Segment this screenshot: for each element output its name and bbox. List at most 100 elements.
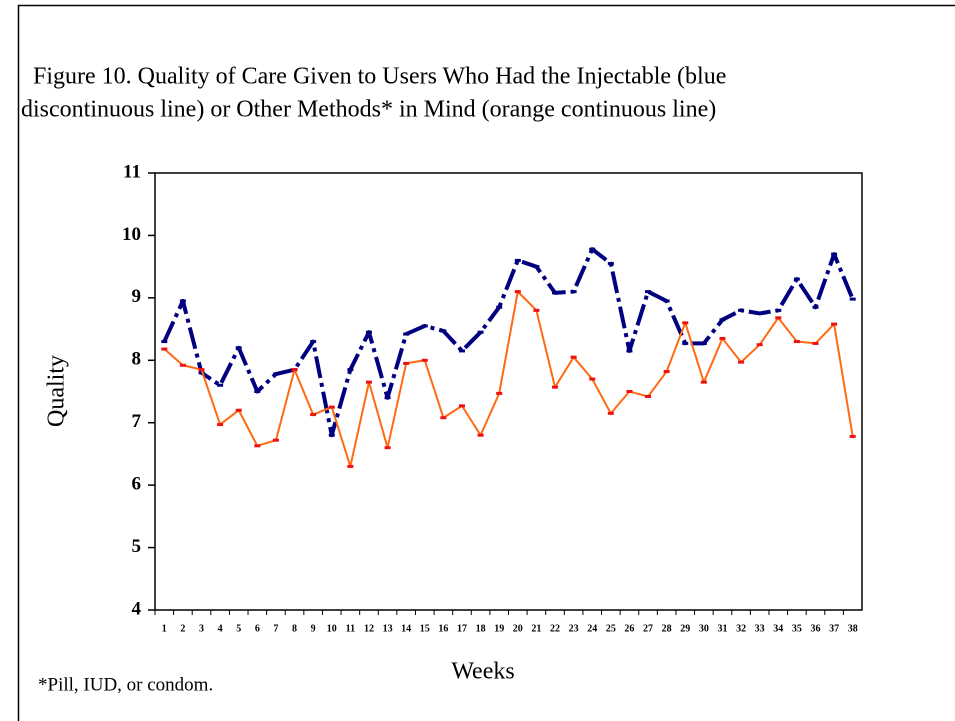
point-marker — [347, 464, 354, 468]
point-marker — [217, 423, 224, 427]
point-marker — [849, 297, 856, 301]
point-marker — [607, 262, 614, 266]
x-tick-label: 18 — [476, 623, 486, 634]
point-marker — [291, 368, 298, 372]
x-tick-label: 31 — [717, 623, 727, 634]
x-tick-label: 22 — [550, 623, 560, 634]
y-axis-label: Quality — [44, 355, 70, 427]
point-marker — [272, 438, 279, 442]
point-marker — [235, 346, 242, 350]
point-marker — [812, 341, 819, 345]
y-tick-label: 10 — [122, 224, 141, 245]
point-marker — [831, 252, 838, 256]
point-marker — [161, 347, 168, 351]
y-tick-label: 11 — [123, 161, 141, 182]
point-marker — [682, 321, 689, 325]
x-tick-label: 35 — [792, 623, 802, 634]
point-marker — [756, 343, 763, 347]
point-marker — [384, 446, 391, 450]
point-marker — [365, 330, 372, 334]
point-marker — [458, 404, 465, 408]
y-tick-label: 7 — [132, 411, 142, 432]
x-axis-label: Weeks — [451, 659, 514, 685]
point-marker — [384, 396, 391, 400]
point-marker — [217, 383, 224, 387]
point-marker — [719, 318, 726, 322]
x-tick-label: 36 — [810, 623, 820, 634]
x-tick-label: 38 — [848, 623, 858, 634]
x-tick-label: 15 — [420, 623, 430, 634]
x-tick-label: 27 — [643, 623, 653, 634]
point-marker — [403, 361, 410, 365]
point-marker — [775, 316, 782, 320]
x-tick-label: 29 — [680, 623, 690, 634]
frame — [17, 4, 955, 721]
point-marker — [198, 368, 205, 372]
point-marker — [831, 322, 838, 326]
x-tick-label: 21 — [531, 623, 541, 634]
point-marker — [682, 341, 689, 345]
x-tick-label: 17 — [457, 623, 467, 634]
point-marker — [533, 308, 540, 312]
point-marker — [607, 411, 614, 415]
x-tick-label: 34 — [773, 623, 783, 634]
point-marker — [421, 324, 428, 328]
point-marker — [700, 380, 707, 384]
point-marker — [793, 277, 800, 281]
point-marker — [421, 358, 428, 362]
x-tick-label: 25 — [606, 623, 616, 634]
point-marker — [179, 363, 186, 367]
x-tick-label: 33 — [755, 623, 765, 634]
point-marker — [477, 330, 484, 334]
x-tick-label: 2 — [180, 623, 185, 634]
point-marker — [496, 305, 503, 309]
point-marker — [272, 372, 279, 376]
point-marker — [589, 247, 596, 251]
x-tick-label: 9 — [311, 623, 316, 634]
point-marker — [310, 340, 317, 344]
point-marker — [440, 329, 447, 333]
x-tick-label: 26 — [624, 623, 634, 634]
x-tick-label: 1 — [162, 623, 167, 634]
chart-title: Figure 10. Quality of Care Given to User… — [33, 64, 726, 90]
x-tick-label: 37 — [829, 623, 839, 634]
x-tick-label: 13 — [383, 623, 393, 634]
point-marker — [403, 332, 410, 336]
point-marker — [812, 305, 819, 309]
point-marker — [738, 360, 745, 364]
point-marker — [514, 290, 521, 294]
x-tick-label: 4 — [218, 623, 223, 634]
x-tick-label: 16 — [438, 623, 448, 634]
x-tick-label: 19 — [494, 623, 504, 634]
y-tick-label: 5 — [132, 536, 142, 557]
point-marker — [477, 433, 484, 437]
point-marker — [347, 368, 354, 372]
point-marker — [719, 336, 726, 340]
point-marker — [440, 416, 447, 420]
point-marker — [645, 290, 652, 294]
point-marker — [254, 390, 261, 393]
point-marker — [533, 265, 540, 269]
point-marker — [235, 408, 242, 412]
point-marker — [738, 308, 745, 312]
point-marker — [514, 258, 521, 262]
point-marker — [310, 413, 317, 417]
plot-area — [154, 172, 863, 611]
x-tick-label: 11 — [346, 623, 355, 634]
point-marker — [458, 349, 465, 353]
point-marker — [552, 291, 559, 295]
y-tick-label: 6 — [132, 474, 142, 495]
point-marker — [663, 299, 670, 303]
x-tick-label: 6 — [255, 623, 260, 634]
x-tick-label: 10 — [327, 623, 337, 634]
x-tick-label: 20 — [513, 623, 523, 634]
x-tick-label: 5 — [236, 623, 241, 634]
x-tick-label: 3 — [199, 623, 204, 634]
x-tick-label: 30 — [699, 623, 709, 634]
x-tick-label: 7 — [273, 623, 278, 634]
y-tick-label: 9 — [132, 286, 142, 307]
point-marker — [179, 299, 186, 303]
x-tick-label: 8 — [292, 623, 297, 634]
point-marker — [775, 308, 782, 312]
